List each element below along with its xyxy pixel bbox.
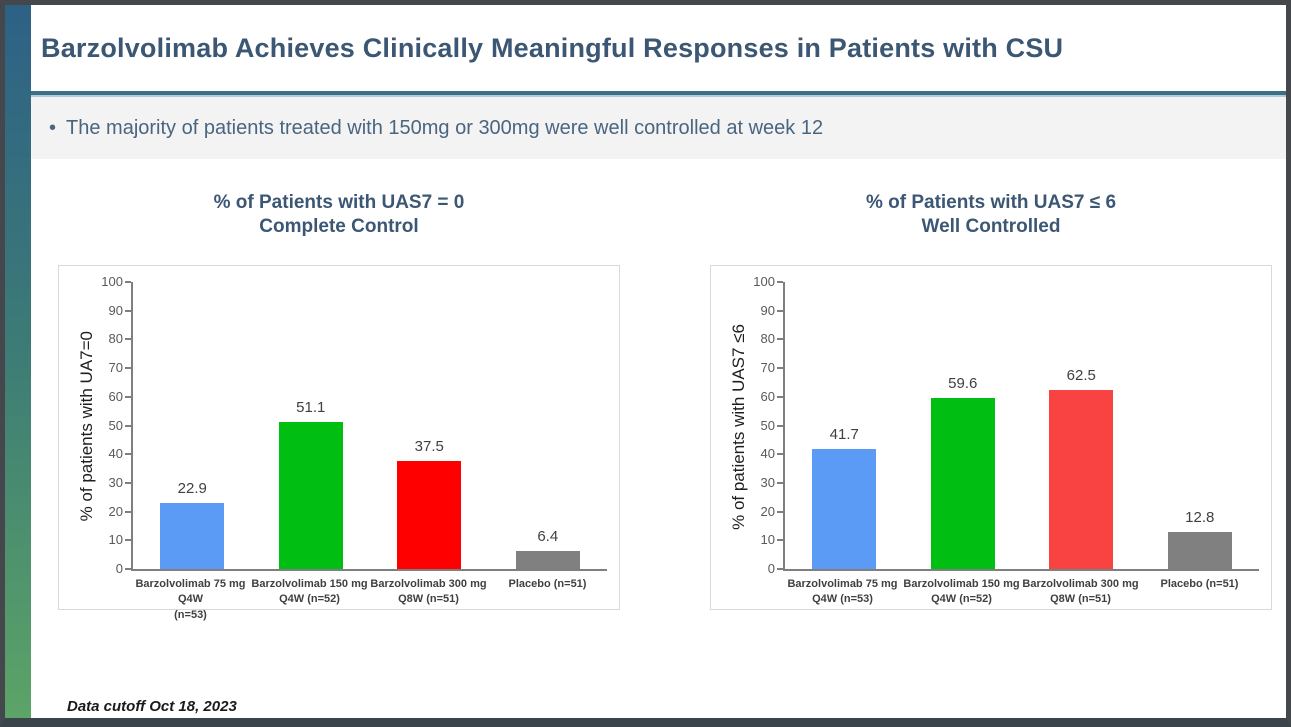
y-tick-label: 0 <box>115 561 123 576</box>
y-tick-label: 20 <box>108 503 123 519</box>
bar: 22.9 <box>160 480 225 569</box>
charts-row: % of Patients with UAS7 = 0 Complete Con… <box>31 191 1286 621</box>
y-tick-mark <box>777 453 783 456</box>
header-divider <box>31 91 1286 95</box>
x-axis-labels: Barzolvolimab 75 mg Q4W (n=53) Barzolvolim… <box>783 577 1259 608</box>
chart-title-left: % of Patients with UAS7 = 0 Complete Con… <box>58 191 620 239</box>
y-tick-label: 100 <box>753 274 775 289</box>
x-category-label: Barzolvolimab 300 mg Q8W (n=51) <box>1022 578 1139 606</box>
y-axis-label-wrap: % of patients with UA7=0 <box>75 282 99 571</box>
y-tick-label: 80 <box>760 331 775 347</box>
bar-value-label: 51.1 <box>296 399 326 417</box>
plot-area: 0 10 20 30 40 50 60 70 80 90 100 22.9 51.1 37.5 6.4 <box>101 274 607 576</box>
bar: 6.4 <box>515 528 580 569</box>
y-tick-label: 50 <box>760 417 775 433</box>
bar-value-label: 12.8 <box>1185 509 1215 527</box>
data-cutoff-note: Data cutoff Oct 18, 2023 <box>67 698 237 715</box>
bar: 41.7 <box>812 426 877 569</box>
chart-uas7-0: % of Patients with UAS7 = 0 Complete Con… <box>58 191 620 621</box>
x-category-label: Barzolvolimab 150 mg Q4W (n=52) <box>903 578 1020 606</box>
bar: 37.5 <box>397 438 462 569</box>
y-tick-mark <box>777 510 783 513</box>
y-tick-mark <box>777 281 783 283</box>
y-tick-label: 0 <box>767 561 775 576</box>
slide-header: Barzolvolimab Achieves Clinically Meanin… <box>31 5 1286 91</box>
slide-content: Barzolvolimab Achieves Clinically Meanin… <box>31 5 1286 718</box>
bar-value-label: 59.6 <box>948 374 978 392</box>
bar: 62.5 <box>1049 367 1114 569</box>
y-axis-label: % of patients with UA7=0 <box>77 331 96 522</box>
y-tick-mark <box>125 481 131 484</box>
y-tick-label: 30 <box>108 474 123 490</box>
y-tick-mark <box>125 395 131 398</box>
x-category-label: Placebo (n=51) <box>1160 578 1239 590</box>
y-tick-mark <box>125 281 131 283</box>
y-tick-label: 70 <box>760 360 775 376</box>
y-tick-mark <box>125 309 131 312</box>
y-axis-label: % of patients with UAS7 ≤6 <box>729 323 748 530</box>
bar-value-label: 37.5 <box>414 438 444 456</box>
y-tick-mark <box>777 395 783 398</box>
bar: 51.1 <box>278 399 343 569</box>
x-category-label: Barzolvolimab 300 mg Q8W (n=51) <box>370 578 487 606</box>
y-tick-label: 90 <box>760 302 775 318</box>
y-tick-mark <box>777 367 783 370</box>
y-tick-mark <box>125 539 131 542</box>
chart-uas7-le6: % of Patients with UAS7 ≤ 6 Well Control… <box>710 191 1272 610</box>
chart-panel-left: % of patients with UA7=0 0 10 20 30 40 50 60 70… <box>58 265 620 621</box>
y-tick-mark <box>125 568 131 570</box>
y-tick-mark <box>777 424 783 427</box>
chart-title-line2: Complete Control <box>259 216 419 237</box>
y-axis-label-wrap: % of patients with UAS7 ≤6 <box>727 282 751 571</box>
y-tick-label: 10 <box>108 532 123 548</box>
y-tick-mark <box>777 481 783 484</box>
x-axis-labels: Barzolvolimab 75 mg Q4W (n=53) Barzolvolim… <box>131 577 607 623</box>
y-tick-mark <box>777 338 783 341</box>
y-tick-mark <box>777 309 783 312</box>
y-tick-label: 40 <box>760 446 775 462</box>
plot-area: 0 10 20 30 40 50 60 70 80 90 100 41.7 59.6 62.5 12.8 <box>753 274 1259 576</box>
key-message-text: The majority of patients treated with 15… <box>66 116 824 139</box>
y-tick-mark <box>125 338 131 341</box>
header-divider-highlight <box>31 95 1286 97</box>
bar-value-label: 41.7 <box>829 426 859 444</box>
y-tick-mark <box>125 510 131 513</box>
x-category-label: Barzolvolimab 75 mg Q4W (n=53) <box>787 578 898 606</box>
y-tick-mark <box>777 539 783 542</box>
bar-value-label: 6.4 <box>537 527 559 545</box>
y-tick-label: 70 <box>108 360 123 376</box>
chart-title-line1: % of Patients with UAS7 = 0 <box>213 192 465 213</box>
chart-title-line2: Well Controlled <box>921 216 1061 237</box>
chart-panel-right: % of patients with UAS7 ≤6 0 10 20 30 40 50 60… <box>710 265 1272 610</box>
slide-title: Barzolvolimab Achieves Clinically Meanin… <box>41 32 1064 63</box>
bar: 12.8 <box>1167 509 1232 569</box>
y-tick-mark <box>777 568 783 570</box>
y-tick-label: 100 <box>101 274 123 289</box>
chart-title-line1: % of Patients with UAS7 ≤ 6 <box>865 192 1117 213</box>
y-tick-mark <box>125 367 131 370</box>
y-tick-label: 80 <box>108 331 123 347</box>
y-tick-label: 60 <box>108 388 123 404</box>
x-category-label: Barzolvolimab 150 mg Q4W (n=52) <box>251 578 368 606</box>
bar-value-label: 22.9 <box>177 480 207 498</box>
left-gradient-strip <box>5 5 31 718</box>
y-tick-label: 90 <box>108 302 123 318</box>
x-category-label: Barzolvolimab 75 mg Q4W (n=53) <box>135 578 246 621</box>
y-tick-label: 30 <box>760 474 775 490</box>
y-tick-mark <box>125 424 131 427</box>
key-message-strip: • The majority of patients treated with … <box>31 97 1286 159</box>
y-tick-label: 40 <box>108 446 123 462</box>
y-tick-label: 50 <box>108 417 123 433</box>
bar: 59.6 <box>930 375 995 569</box>
y-tick-label: 60 <box>760 388 775 404</box>
chart-title-right: % of Patients with UAS7 ≤ 6 Well Control… <box>710 191 1272 239</box>
y-tick-mark <box>125 453 131 456</box>
y-tick-label: 10 <box>760 532 775 548</box>
bullet-marker: • <box>49 116 57 139</box>
bar-value-label: 62.5 <box>1066 366 1096 384</box>
x-category-label: Placebo (n=51) <box>508 578 587 590</box>
y-tick-label: 20 <box>760 503 775 519</box>
